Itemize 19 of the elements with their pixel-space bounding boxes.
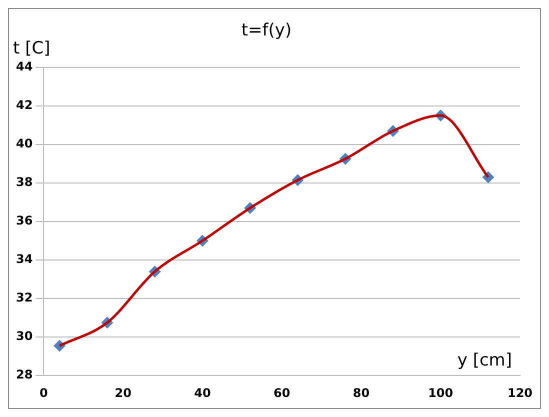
x-tick-label: 40 [194,386,211,400]
chart-title: t=f(y) [241,20,292,41]
x-axis-title: y [cm] [457,350,512,371]
y-tick-label: 42 [16,98,33,112]
y-tick-label: 40 [16,136,33,151]
x-tick-label: 80 [352,386,370,400]
x-tick-label: 60 [274,386,290,400]
y-tick-label: 38 [16,175,33,190]
x-tick-label: 100 [428,386,454,400]
y-axis-title: t [C] [13,38,50,58]
y-tick-label: 30 [16,329,33,344]
x-tick-label: 20 [114,386,132,400]
x-tick-label: 0 [40,386,48,400]
y-tick-label: 32 [16,290,33,305]
y-tick-label: 36 [16,214,33,228]
y-tick-label: 34 [16,252,33,266]
x-tick-label: 120 [507,386,533,400]
y-tick-label: 28 [16,368,33,382]
y-tick-label: 44 [16,60,33,74]
